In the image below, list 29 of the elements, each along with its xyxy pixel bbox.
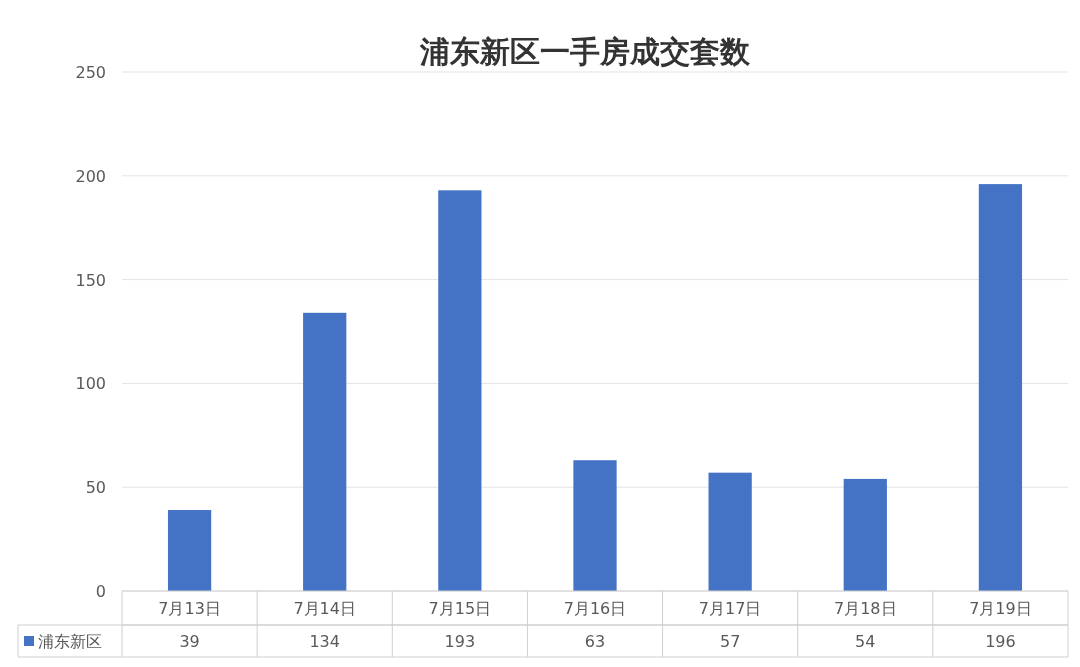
data-label: 57	[719, 632, 741, 651]
bar	[978, 184, 1023, 591]
y-tick-label: 250	[75, 63, 106, 82]
chart-title: 浦东新区一手房成交套数	[419, 34, 751, 69]
data-label: 63	[584, 632, 606, 651]
data-label: 39	[179, 632, 200, 651]
bar	[843, 478, 887, 591]
y-tick-label: 0	[95, 582, 106, 601]
bar	[438, 190, 482, 591]
y-tick-label: 50	[85, 478, 106, 498]
y-tick-label: 200	[75, 166, 106, 186]
data-label: 54	[855, 632, 876, 651]
bar	[303, 312, 347, 591]
y-tick-label: 100	[75, 374, 106, 394]
legend-label: 浦东新区	[38, 632, 102, 651]
x-tick-label: 7月19日	[969, 599, 1032, 618]
data-label: 196	[985, 632, 1016, 651]
x-tick-label: 7月17日	[698, 599, 762, 618]
x-tick-label: 7月16日	[563, 599, 627, 618]
data-label: 193	[444, 632, 476, 651]
x-tick-label: 7月18日	[834, 599, 897, 618]
bar	[167, 510, 212, 591]
data-label: 134	[309, 632, 340, 651]
x-tick-label: 7月15日	[428, 599, 492, 618]
x-tick-label: 7月13日	[158, 599, 221, 618]
bar	[573, 460, 617, 591]
y-tick-label: 150	[75, 270, 106, 290]
bar	[708, 472, 752, 591]
x-tick-label: 7月14日	[293, 599, 356, 618]
